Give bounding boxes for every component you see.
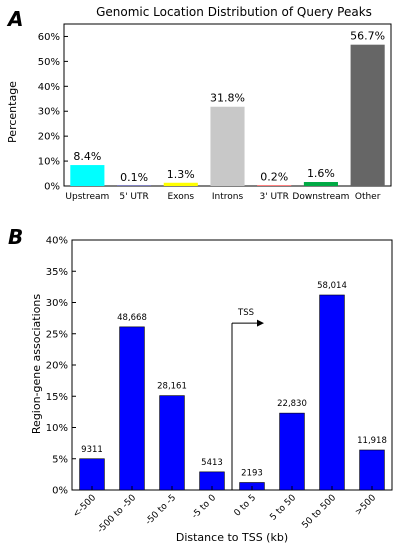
chart-a-value-label: 31.8% xyxy=(210,92,245,105)
chart-a-bar xyxy=(210,106,245,186)
chart-b-bar xyxy=(159,395,185,491)
chart-b-xlabel: Distance to TSS (kb) xyxy=(176,531,288,544)
chart-a-category-label: Exons xyxy=(167,192,194,202)
chart-a-category-label: Downstream xyxy=(292,192,349,202)
chart-b-value-label: 22,830 xyxy=(277,399,307,409)
chart-b-ytick-label: 40% xyxy=(46,236,68,247)
chart-a-ytick-label: 20% xyxy=(38,132,60,143)
chart-a-ytick-label: 10% xyxy=(38,157,60,168)
chart-b-value-label: 5413 xyxy=(201,458,223,468)
chart-b-ytick-label: 30% xyxy=(46,298,68,309)
chart-b-bar xyxy=(319,294,345,491)
chart-a-category-label: 5' UTR xyxy=(119,192,148,202)
chart-a-ytick-label: 50% xyxy=(38,57,60,68)
chart-a-category-label: Other xyxy=(355,192,381,202)
chart-b-ytick-label: 35% xyxy=(46,267,68,278)
chart-a-value-label: 56.7% xyxy=(350,30,385,43)
chart-b-ytick-label: 25% xyxy=(46,329,68,340)
chart-b-category-label: >500 xyxy=(354,493,379,518)
chart-a-category-label: Upstream xyxy=(65,192,109,202)
chart-b-ytick-label: 15% xyxy=(46,392,68,403)
chart-b-ytick-label: 20% xyxy=(46,361,68,372)
chart-a-bar xyxy=(163,182,198,186)
chart-a-ytick-label: 30% xyxy=(38,107,60,118)
chart-a-value-label: 0.1% xyxy=(120,171,148,184)
chart-a-ytick-label: 60% xyxy=(38,32,60,43)
chart-b-category-label: -50 to -5 xyxy=(144,493,178,527)
chart-b-category-label: -5 to 0 xyxy=(190,493,218,521)
chart-b-value-label: 28,161 xyxy=(157,382,187,392)
chart-b-category-label: 0 to 5 xyxy=(233,493,259,519)
chart-a-ytick-label: 40% xyxy=(38,82,60,93)
chart-b-category-label: <-500 xyxy=(71,493,98,520)
chart-b: 0% 5% 10% 15% 20% 25% 30% 35% 40% 9311 <-500 48,668… xyxy=(46,236,393,536)
chart-b-category-label: 5 to 50 xyxy=(268,493,298,523)
chart-b-ylabel: Region-gene associations xyxy=(30,294,43,434)
chart-a-bar xyxy=(70,165,105,186)
panel-a-letter: A xyxy=(6,7,23,31)
chart-a-ytick-label: 0% xyxy=(44,182,60,193)
chart-a-category-label: Introns xyxy=(212,192,244,202)
chart-a-ylabel: Percentage xyxy=(6,81,19,143)
chart-b-ytick-label: 10% xyxy=(46,423,68,434)
chart-a-bar xyxy=(350,44,385,186)
chart-a-value-label: 1.6% xyxy=(307,167,335,180)
chart-a-value-label: 8.4% xyxy=(73,150,101,163)
chart-a-bar xyxy=(303,182,338,186)
tss-annotation-label: TSS xyxy=(237,308,254,318)
chart-a-title: Genomic Location Distribution of Query P… xyxy=(96,5,372,19)
chart-b-value-label: 48,668 xyxy=(117,313,147,323)
chart-b-value-label: 58,014 xyxy=(317,281,347,291)
chart-b-value-label: 9311 xyxy=(81,445,103,455)
chart-b-bar xyxy=(119,326,145,491)
tss-arrow-head xyxy=(257,319,264,327)
chart-b-bar xyxy=(359,449,385,491)
panel-b-letter: B xyxy=(8,225,23,249)
chart-b-category-label: -500 to -50 xyxy=(96,493,139,536)
chart-b-bar xyxy=(79,458,105,491)
chart-b-value-label: 11,918 xyxy=(357,436,387,446)
chart-a-category-label: 3' UTR xyxy=(260,192,289,202)
chart-b-value-label: 2193 xyxy=(241,469,263,479)
chart-b-ytick-label: 0% xyxy=(52,486,68,497)
chart-a-value-label: 0.2% xyxy=(260,171,288,184)
chart-b-category-label: 50 to 500 xyxy=(300,493,338,531)
chart-b-bar xyxy=(279,412,305,491)
chart-a: 0% 10% 20% 30% 40% 50% 60% 8.4% Upstream 0.1% 5' U… xyxy=(38,23,392,202)
chart-b-ytick-label: 5% xyxy=(52,454,68,465)
chart-a-value-label: 1.3% xyxy=(167,168,195,181)
